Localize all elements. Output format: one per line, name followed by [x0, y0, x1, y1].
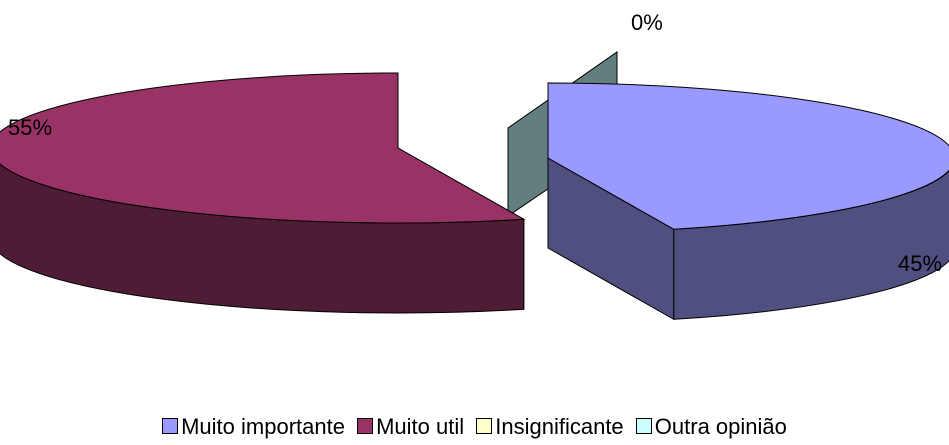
data-label-muito-util: 55% — [8, 115, 52, 140]
data-label-insignificante: 0% — [631, 10, 663, 35]
legend-label-muito-importante: Muito importante — [181, 414, 345, 439]
slice-muito-util-top — [0, 72, 526, 224]
legend-label-outra-opiniao: Outra opinião — [654, 414, 787, 439]
legend-label-muito-util: Muito util — [376, 414, 465, 439]
data-label-muito-importante: 45% — [898, 251, 942, 276]
legend-label-insignificante: Insignificante — [495, 414, 624, 439]
legend-item-outra-opiniao: Outra opinião — [635, 414, 787, 440]
legend-swatch-outra-opiniao — [635, 418, 652, 434]
legend-swatch-muito-importante — [162, 418, 179, 434]
slice-muito-importante-top — [547, 82, 949, 230]
legend-item-insignificante: Insignificante — [476, 414, 624, 440]
chart-legend: Muito importante Muito util Insignifican… — [0, 414, 949, 440]
pie-slices — [0, 51, 949, 321]
legend-swatch-muito-util — [357, 418, 374, 434]
legend-item-muito-importante: Muito importante — [162, 414, 345, 440]
legend-swatch-insignificante — [476, 418, 493, 434]
legend-item-muito-util: Muito util — [357, 414, 464, 440]
